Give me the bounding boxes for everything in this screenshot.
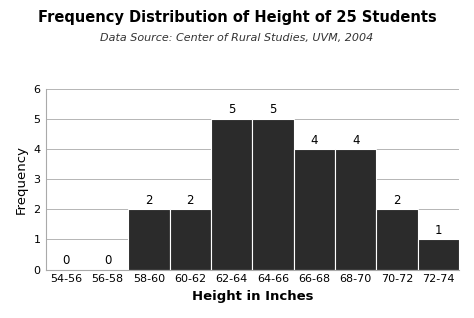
- Y-axis label: Frequency: Frequency: [15, 145, 28, 214]
- Bar: [211, 119, 252, 270]
- Bar: [418, 239, 459, 270]
- Text: 1: 1: [435, 224, 442, 237]
- Text: 5: 5: [228, 103, 235, 116]
- X-axis label: Height in Inches: Height in Inches: [191, 290, 313, 303]
- Bar: [128, 209, 170, 270]
- Bar: [293, 149, 335, 270]
- Bar: [252, 119, 293, 270]
- Text: 4: 4: [352, 134, 359, 147]
- Text: 0: 0: [104, 254, 111, 267]
- Text: Data Source: Center of Rural Studies, UVM, 2004: Data Source: Center of Rural Studies, UV…: [100, 33, 374, 43]
- Text: 5: 5: [269, 103, 277, 116]
- Text: Frequency Distribution of Height of 25 Students: Frequency Distribution of Height of 25 S…: [37, 10, 437, 24]
- Bar: [170, 209, 211, 270]
- Text: 0: 0: [63, 254, 70, 267]
- Text: 2: 2: [145, 194, 153, 207]
- Text: 4: 4: [310, 134, 318, 147]
- Text: 2: 2: [393, 194, 401, 207]
- Text: 2: 2: [186, 194, 194, 207]
- Bar: [376, 209, 418, 270]
- Bar: [335, 149, 376, 270]
